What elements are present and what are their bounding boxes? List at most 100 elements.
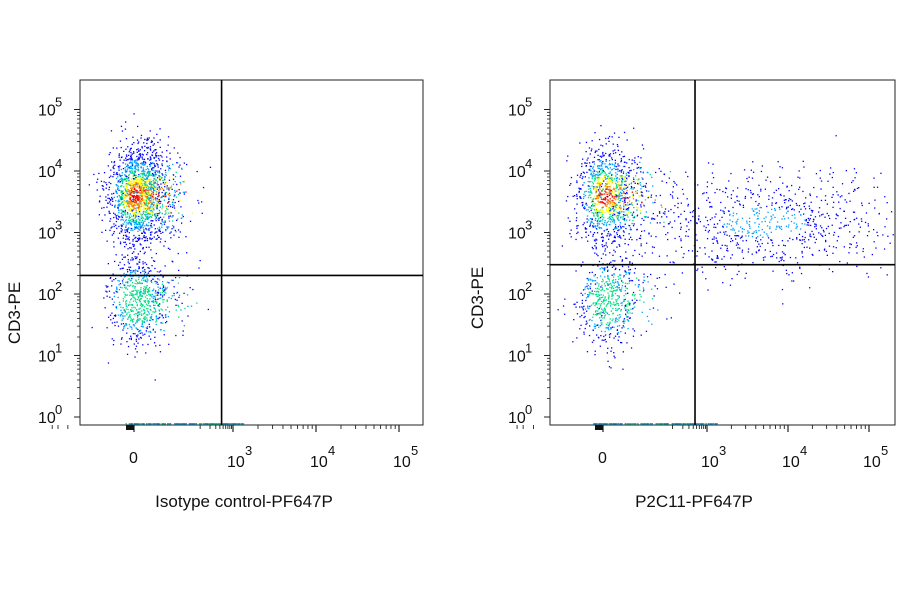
event-dot: [155, 294, 157, 297]
event-dot: [612, 205, 614, 208]
event-dot: [614, 251, 616, 253]
event-dot: [598, 193, 600, 195]
event-dot: [150, 162, 152, 164]
event-dot: [127, 318, 129, 320]
event-dot: [139, 222, 141, 224]
event-dot: [677, 197, 679, 199]
event-dot: [752, 171, 755, 173]
event-dot: [605, 165, 607, 167]
event-dot: [180, 309, 182, 311]
event-dot: [174, 277, 177, 279]
event-dot: [706, 238, 709, 240]
event-dot: [165, 292, 167, 294]
event-dot: [165, 194, 167, 197]
event-dot: [152, 195, 154, 197]
event-dot: [181, 423, 184, 425]
event-dot: [150, 279, 153, 282]
event-dot: [669, 221, 671, 223]
event-dot: [145, 204, 147, 207]
event-dot: [125, 180, 127, 182]
event-dot: [157, 286, 159, 288]
event-dot: [105, 182, 107, 184]
event-dot: [118, 194, 120, 197]
event-dot: [126, 203, 128, 205]
event-dot: [637, 179, 639, 181]
event-dot: [145, 287, 147, 289]
event-dot: [135, 423, 137, 425]
event-dot: [592, 293, 595, 295]
event-dot: [133, 113, 135, 115]
event-dot: [121, 178, 123, 181]
event-dot: [147, 289, 150, 291]
event-dot: [780, 257, 782, 259]
event-dot: [168, 189, 170, 191]
event-dot: [132, 209, 135, 211]
event-dot: [852, 236, 854, 238]
event-dot: [782, 303, 784, 305]
event-dot: [613, 191, 616, 193]
event-dot: [150, 317, 153, 319]
event-dot: [177, 229, 180, 231]
event-dot: [143, 207, 145, 209]
event-dot: [125, 226, 127, 229]
event-dot: [617, 145, 619, 148]
event-dot: [618, 178, 620, 180]
event-dot: [620, 159, 623, 162]
event-dot: [732, 206, 734, 209]
event-dot: [609, 252, 611, 254]
event-dot: [140, 325, 143, 327]
event-dot: [146, 273, 148, 275]
event-dot: [144, 174, 146, 176]
event-dot: [130, 271, 132, 274]
event-dot: [625, 251, 627, 253]
event-dot: [813, 186, 815, 189]
event-dot: [134, 227, 136, 229]
event-dot: [150, 174, 152, 176]
event-dot: [732, 215, 734, 217]
event-dot: [158, 189, 160, 192]
event-dot: [168, 215, 170, 217]
event-dot: [135, 201, 137, 204]
event-dot: [146, 210, 148, 213]
event-dot: [140, 302, 142, 305]
event-dot: [617, 168, 619, 170]
event-dot: [613, 187, 615, 190]
event-dot: [597, 219, 599, 221]
event-dot: [624, 320, 626, 322]
event-dot: [630, 185, 633, 188]
event-dot: [624, 194, 626, 197]
event-dot: [143, 161, 145, 163]
event-dot: [780, 194, 782, 197]
event-dot: [122, 316, 124, 318]
event-dot: [118, 156, 120, 158]
event-dot: [144, 180, 146, 183]
event-dot: [155, 154, 157, 157]
event-dot: [619, 202, 621, 204]
event-dot: [597, 177, 599, 180]
event-dot: [182, 181, 184, 183]
event-dot: [609, 214, 611, 216]
event-dot: [585, 236, 587, 238]
event-dot: [111, 193, 113, 195]
event-dot: [118, 153, 120, 155]
event-dot: [129, 242, 131, 244]
event-dot: [145, 300, 147, 302]
event-dot: [858, 223, 860, 225]
event-dot: [132, 206, 134, 208]
event-dot: [129, 423, 131, 425]
event-dot: [132, 203, 134, 205]
event-dot: [103, 189, 105, 191]
event-dot: [602, 198, 604, 201]
event-dot: [149, 159, 151, 161]
event-dot: [160, 186, 163, 188]
event-dot: [618, 165, 621, 167]
event-dot: [853, 211, 856, 213]
event-dot: [139, 187, 141, 189]
event-dot: [178, 277, 181, 279]
event-dot: [591, 148, 593, 150]
event-dot: [154, 296, 156, 298]
event-dot: [598, 227, 601, 229]
event-dot: [125, 171, 127, 173]
event-dot: [643, 216, 646, 218]
event-dot: [823, 249, 826, 251]
